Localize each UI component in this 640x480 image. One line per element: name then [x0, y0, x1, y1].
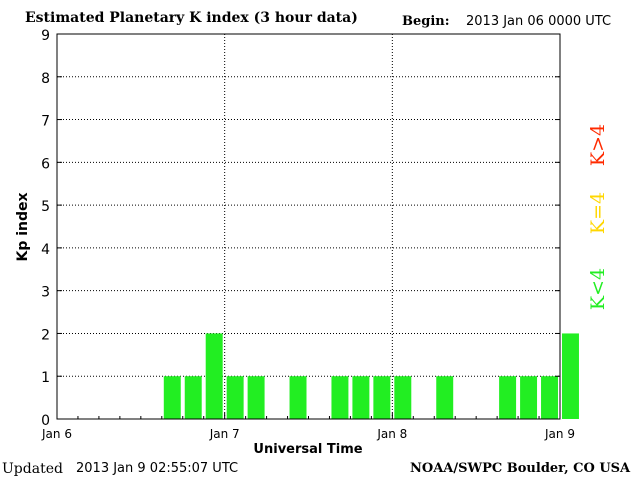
ticks: 0 1 2 3 4 5 6 7 8 9 Jan 6 Jan 7 Jan 8 Jan 9	[41, 28, 575, 441]
x-axis-label: Universal Time	[253, 442, 362, 457]
kp-bar	[247, 376, 265, 419]
y-tick-label: 2	[41, 327, 50, 343]
y-tick-label: 0	[41, 413, 50, 429]
kp-bar	[562, 333, 579, 419]
kp-bar	[394, 376, 412, 419]
x-tick-label: Jan 8	[376, 427, 407, 441]
chart-title: Estimated Planetary K index (3 hour data…	[25, 10, 358, 26]
kp-bar	[226, 376, 244, 419]
bars	[163, 333, 579, 419]
begin-label: Begin:	[402, 14, 450, 29]
y-tick-label: 4	[41, 242, 50, 258]
updated-value: 2013 Jan 9 02:55:07 UTC	[76, 461, 239, 476]
begin-value: 2013 Jan 06 0000 UTC	[466, 14, 612, 29]
kp-bar	[520, 376, 538, 419]
y-tick-label: 6	[41, 156, 50, 172]
legend-k-equal-4: K=4	[587, 191, 609, 235]
kp-bar	[205, 333, 223, 419]
grid	[57, 34, 560, 419]
updated-label: Updated	[2, 461, 63, 477]
y-axis-label: Kp index	[15, 192, 31, 261]
y-tick-label: 9	[41, 28, 50, 44]
kp-bar	[373, 376, 391, 419]
y-tick-label: 8	[41, 71, 50, 87]
kp-bar	[352, 376, 370, 419]
x-tick-label: Jan 7	[209, 427, 240, 441]
y-tick-label: 5	[41, 199, 50, 215]
y-tick-label: 7	[41, 114, 50, 130]
kp-bar	[163, 376, 181, 419]
plot-frame	[56, 33, 561, 420]
x-tick-label: Jan 6	[41, 427, 72, 441]
y-tick-label: 3	[41, 285, 50, 301]
legend-k-greater-4: K>4	[587, 123, 609, 167]
legend-k-less-4: K<4	[587, 267, 609, 311]
kp-bar	[436, 376, 454, 419]
kp-bar	[499, 376, 517, 419]
credit-text: NOAA/SWPC Boulder, CO USA	[410, 461, 631, 476]
y-tick-label: 1	[41, 370, 50, 386]
kp-bar	[289, 376, 307, 419]
kp-bar	[541, 376, 558, 419]
x-tick-label: Jan 9	[544, 427, 575, 441]
kp-bar	[331, 376, 349, 419]
kp-bar	[184, 376, 202, 419]
